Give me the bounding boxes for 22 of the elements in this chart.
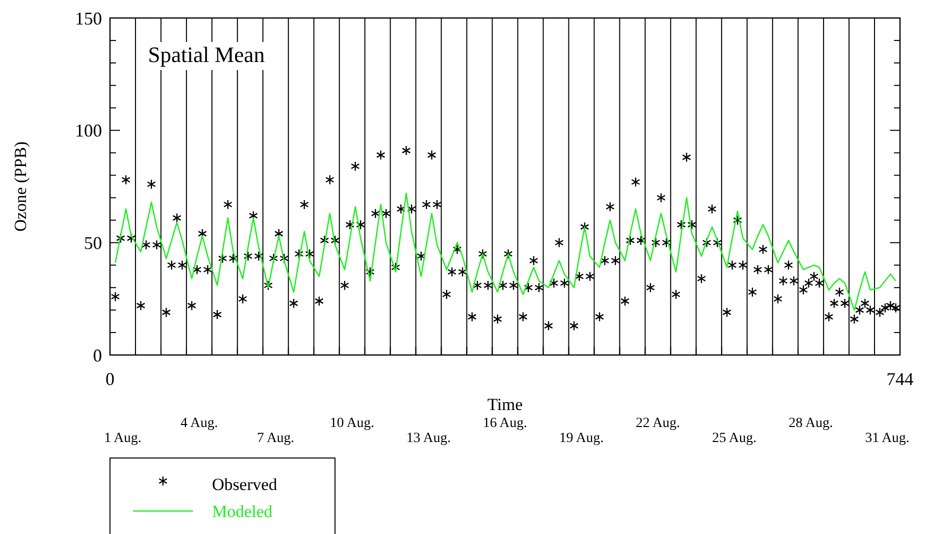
text: 1 Aug. <box>104 431 142 446</box>
text: 16 Aug. <box>482 416 528 431</box>
y-axis-title: Ozone (PPB) <box>11 141 30 232</box>
legend-label: Modeled <box>212 502 273 521</box>
text: 22 Aug. <box>636 416 680 431</box>
text: Observed <box>212 474 278 494</box>
text: 4 Aug. <box>180 416 218 431</box>
text: 28 Aug. <box>788 416 833 431</box>
y-tick-label: 0 <box>93 345 102 366</box>
y-tick-label: 50 <box>84 232 102 253</box>
text: 19 Aug. <box>559 431 604 446</box>
text: 31 Aug. <box>865 431 910 446</box>
x-axis-title: Time <box>487 395 523 414</box>
text: 10 Aug. <box>330 416 374 431</box>
line-series <box>114 192 896 311</box>
x-tick-label: 744 <box>886 369 914 389</box>
text: Spatial Mean <box>148 42 265 67</box>
y-tick-label: 100 <box>75 120 102 141</box>
y-tick-label: 150 <box>75 8 102 28</box>
text: 13 Aug. <box>406 431 451 446</box>
text: 7 Aug. <box>256 431 294 446</box>
text: 25 Aug. <box>712 431 757 446</box>
